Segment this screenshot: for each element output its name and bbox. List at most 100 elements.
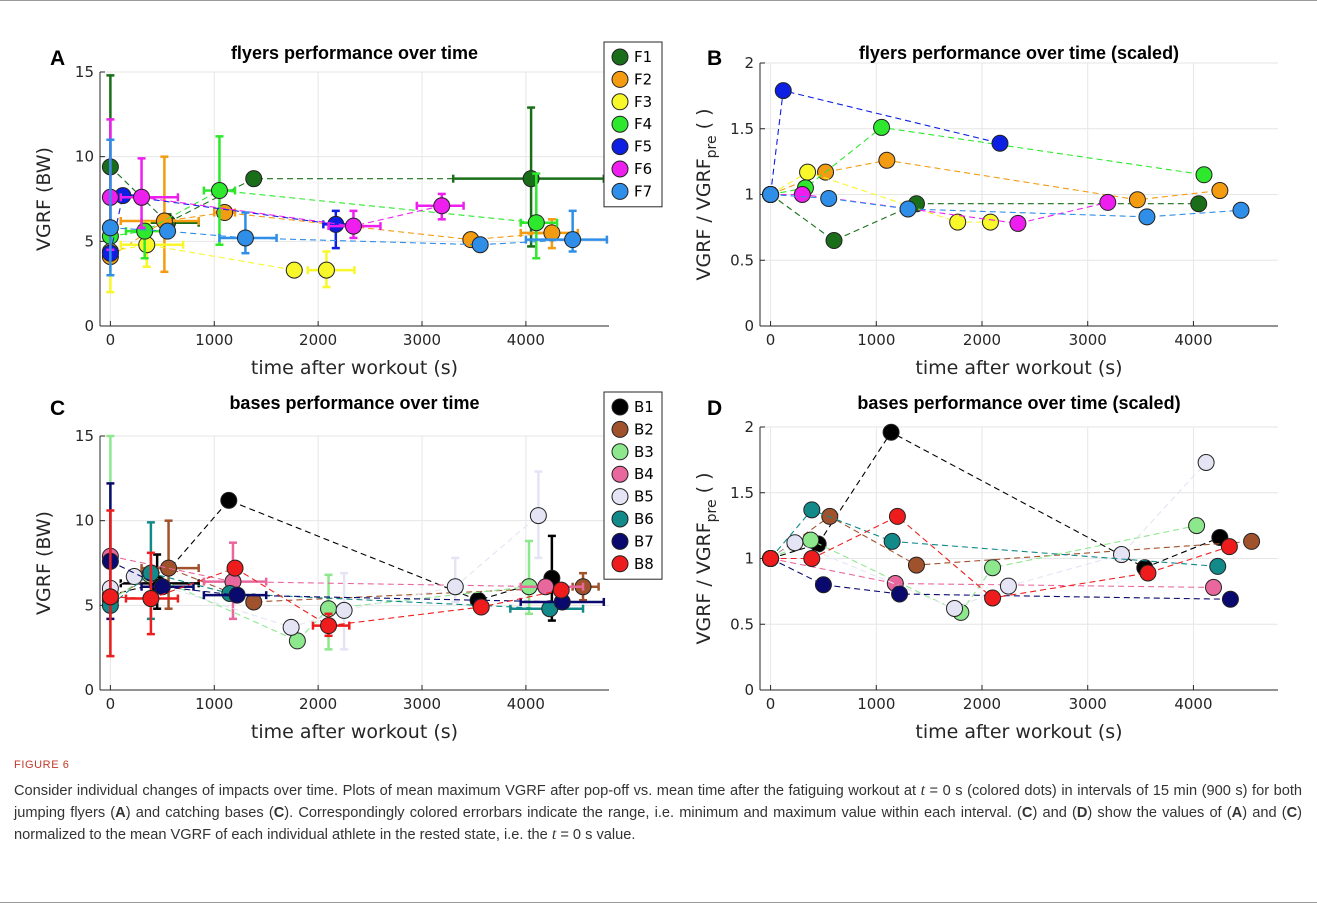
- data-point: [529, 507, 547, 525]
- legend-box: [603, 391, 663, 580]
- data-point: [1205, 578, 1223, 596]
- data-point: [446, 578, 464, 596]
- series-line: [110, 166, 532, 224]
- data-point: [1209, 557, 1227, 575]
- x-axis-label: time after workout (s): [251, 721, 458, 743]
- y-tick-label: 5: [84, 596, 94, 614]
- y-tick-label: 0: [84, 681, 94, 699]
- series-line: [770, 558, 1231, 600]
- legend-marker: [611, 532, 629, 550]
- data-point: [1099, 193, 1117, 211]
- data-point: [101, 219, 119, 237]
- data-point: [891, 585, 909, 603]
- legend-label: B7: [634, 532, 654, 550]
- x-tick-label: 1000: [195, 695, 233, 713]
- legend-marker: [611, 160, 629, 178]
- data-point: [1139, 564, 1157, 582]
- data-point: [472, 598, 490, 616]
- legend-label: F6: [634, 160, 652, 178]
- data-point: [335, 601, 353, 619]
- y-tick-label: 2: [744, 418, 754, 436]
- panel-letter: D: [707, 397, 722, 420]
- caption-run: ) and (: [1032, 805, 1077, 821]
- data-point: [799, 163, 817, 181]
- y-tick-label: 0.5: [730, 251, 754, 269]
- y-tick-label: 0: [744, 317, 754, 335]
- y-axis-label-subscript: pre: [704, 499, 720, 522]
- x-tick-label: 4000: [507, 695, 545, 713]
- y-tick-label: 1: [744, 550, 754, 568]
- data-point: [803, 501, 821, 519]
- data-point: [774, 82, 792, 100]
- series-f7: [762, 186, 1250, 226]
- legend-label: F1: [634, 48, 652, 66]
- y-axis-label: VGRF / VGRFpre ( ): [693, 472, 720, 644]
- caption-run: C: [1021, 805, 1033, 821]
- legend-marker: [611, 70, 629, 88]
- legend-label: B8: [634, 555, 654, 573]
- y-tick-label: 1: [744, 186, 754, 204]
- chart-panel-c: 0 1000 2000 3000 4000 0 5 10 15 bases performance…: [33, 391, 663, 743]
- legend-label: B4: [634, 465, 654, 483]
- legend-label: F3: [634, 93, 652, 111]
- data-point: [949, 213, 967, 231]
- data-point: [802, 531, 820, 549]
- data-point: [882, 423, 900, 441]
- data-point: [825, 232, 843, 250]
- legend-marker: [611, 93, 629, 111]
- series-f4: [762, 118, 1213, 203]
- data-point: [527, 214, 545, 232]
- data-point: [433, 197, 451, 215]
- data-point: [133, 188, 151, 206]
- data-point: [142, 590, 160, 608]
- y-tick-label: 0.5: [730, 615, 754, 633]
- chart-title: flyers performance over time (scaled): [859, 43, 1179, 63]
- data-point: [1211, 182, 1229, 200]
- data-point: [888, 507, 906, 525]
- chart-panel-d: 0 1000 2000 3000 4000 0 0.5 1 1.5 2 bases performa…: [693, 393, 1278, 743]
- x-tick-label: 1000: [195, 331, 233, 349]
- caption-run: t: [920, 782, 926, 799]
- series-f6: [762, 186, 1117, 232]
- data-point: [125, 568, 143, 586]
- y-tick-label: 1.5: [730, 484, 754, 502]
- data-point: [907, 556, 925, 574]
- y-tick-label: 5: [84, 232, 94, 250]
- caption-run: ) normalized to the mean VGRF of each in…: [14, 805, 1302, 843]
- series-line: [770, 431, 1221, 569]
- series-b5: [101, 470, 547, 651]
- x-axis-label: time after workout (s): [915, 721, 1122, 743]
- legend-marker: [611, 48, 629, 66]
- legend-label: B6: [634, 510, 654, 528]
- legend-marker: [611, 443, 629, 461]
- legend-label: B5: [634, 488, 654, 506]
- legend-marker: [611, 510, 629, 528]
- data-point: [1138, 208, 1156, 226]
- data-point: [317, 261, 335, 279]
- chart-title: bases performance over time (scaled): [857, 393, 1180, 413]
- legend-marker: [611, 555, 629, 573]
- x-tick-label: 3000: [1069, 331, 1107, 349]
- chart-title: flyers performance over time: [231, 43, 478, 63]
- data-point: [984, 589, 1002, 607]
- data-point: [899, 200, 917, 218]
- data-point: [814, 576, 832, 594]
- data-point: [1009, 214, 1027, 232]
- data-point: [159, 222, 177, 240]
- grid-lines: [100, 71, 609, 327]
- series-line: [110, 574, 530, 642]
- x-axis-label: time after workout (s): [251, 357, 458, 379]
- y-tick-label: 10: [75, 148, 94, 166]
- series-line: [770, 126, 1205, 196]
- x-axis-label: time after workout (s): [915, 357, 1122, 379]
- caption-run: A: [115, 805, 126, 821]
- legend-label: B2: [634, 420, 654, 438]
- y-axis-label: VGRF (BW): [33, 147, 55, 251]
- legend-marker: [611, 138, 629, 156]
- grid-lines: [760, 62, 1278, 327]
- series-line: [770, 159, 1220, 201]
- chart-panel-a: 0 1000 2000 3000 4000 0 5 10 15 flyers performanc…: [33, 41, 663, 379]
- caption-run: ) and (: [1242, 805, 1287, 821]
- legend-label: F5: [634, 138, 652, 156]
- series-b1: [762, 423, 1229, 577]
